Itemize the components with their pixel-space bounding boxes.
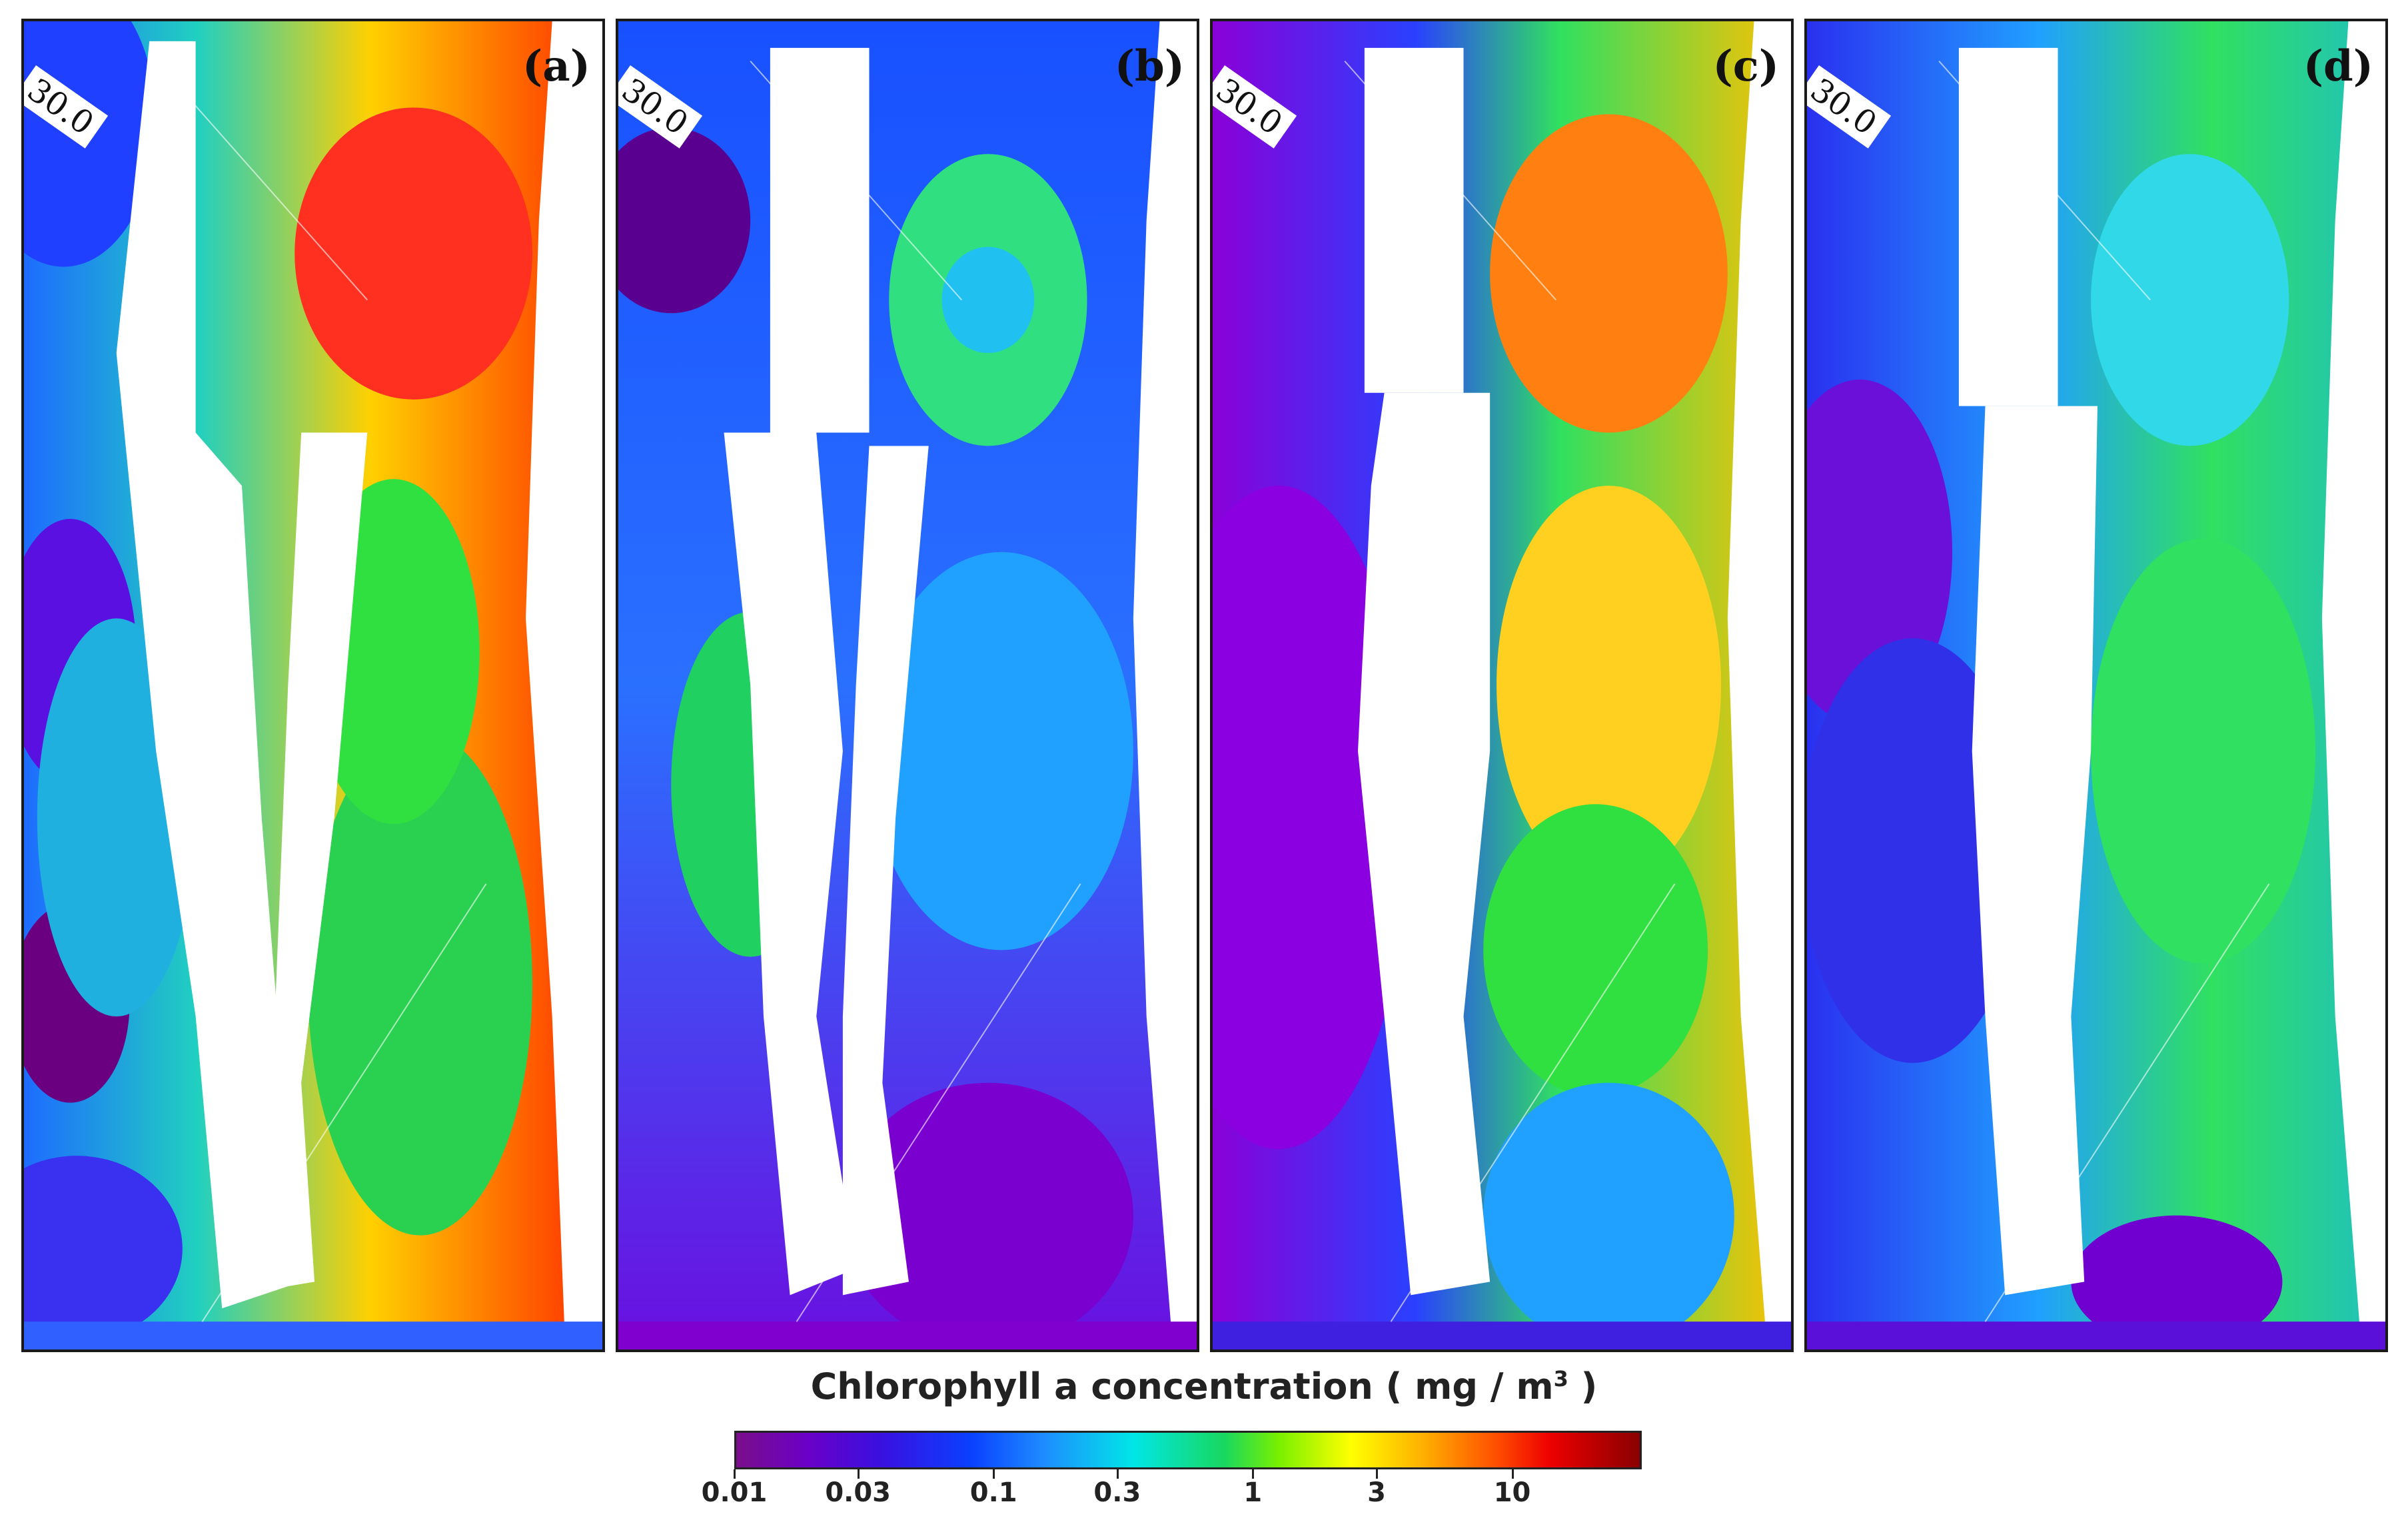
colorbar-tick-label: 10 [1493,1477,1531,1508]
colorbar-tick [1511,1469,1514,1479]
colorbar-tick [734,1469,736,1479]
colorbar-tick [1252,1469,1255,1479]
map-panel-c: 30.0 (c) [1210,19,1794,1352]
colorbar-title: Chlorophyll a concentration ( mg / m3 ) [0,1365,2408,1407]
colorbar-tick-label: 0.1 [969,1477,1017,1508]
chlorophyll-map-b [618,21,1197,1349]
chlorophyll-map-c [1213,21,1791,1349]
colorbar-title-sup: 3 [1553,1366,1568,1391]
map-panel-b: 30.0 (b) [616,19,1199,1352]
colorbar-tick-label: 0.01 [701,1477,768,1508]
colorbar-tick-label: 3 [1367,1477,1386,1508]
colorbar-title-end: ) [1568,1365,1598,1407]
map-panel-a: 30.0 (a) [21,19,605,1352]
colorbar-tick [857,1469,860,1479]
chlorophyll-map-d [1807,21,2385,1349]
panel-label-d: (d) [2303,41,2373,91]
panel-label-a: (a) [522,41,590,91]
colorbar-tick-label: 0.3 [1093,1477,1141,1508]
map-panel-d: 30.0 (d) [1804,19,2388,1352]
colorbar-tick-label: 0.03 [825,1477,892,1508]
panel-label-c: (c) [1712,41,1779,91]
colorbar-tick-label: 1 [1243,1477,1263,1508]
colorbar-tick [1116,1469,1119,1479]
panel-label-b: (b) [1114,41,1185,91]
colorbar-tick [1376,1469,1379,1479]
colorbar-title-main: Chlorophyll a concentration ( mg / m [810,1365,1554,1407]
chlorophyll-map-a [24,21,602,1349]
colorbar-tick [993,1469,995,1479]
colorbar [734,1431,1642,1469]
